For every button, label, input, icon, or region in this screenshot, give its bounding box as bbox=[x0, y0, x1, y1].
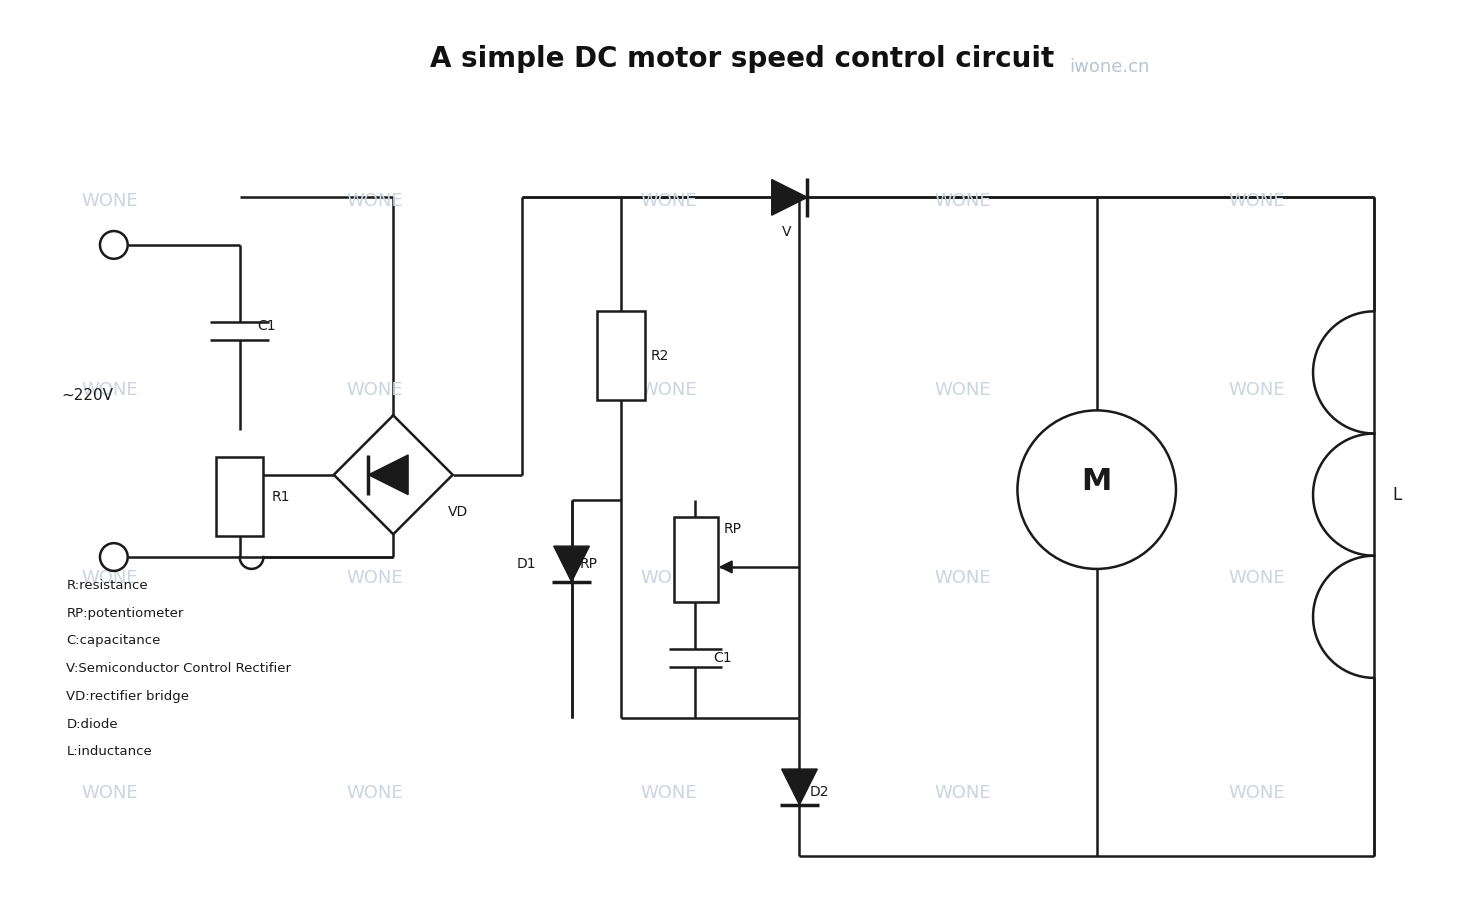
Polygon shape bbox=[368, 455, 408, 495]
Text: C:capacitance: C:capacitance bbox=[67, 634, 160, 647]
Polygon shape bbox=[720, 561, 732, 573]
Text: WONE: WONE bbox=[346, 193, 402, 211]
Text: L: L bbox=[1392, 486, 1401, 503]
Text: WONE: WONE bbox=[1229, 381, 1285, 399]
Text: WONE: WONE bbox=[640, 569, 697, 587]
Text: RP: RP bbox=[580, 557, 598, 571]
Text: D1: D1 bbox=[516, 557, 537, 571]
Text: WONE: WONE bbox=[935, 193, 991, 211]
Text: WONE: WONE bbox=[1229, 785, 1285, 802]
Text: R:resistance: R:resistance bbox=[67, 579, 148, 592]
Text: R1: R1 bbox=[272, 490, 289, 503]
Text: WONE: WONE bbox=[1229, 569, 1285, 587]
Text: iwone.cn: iwone.cn bbox=[1070, 58, 1150, 76]
Text: C1: C1 bbox=[258, 319, 276, 333]
Text: C1: C1 bbox=[714, 651, 732, 665]
Text: D:diode: D:diode bbox=[67, 718, 117, 730]
Text: WONE: WONE bbox=[640, 193, 697, 211]
Text: VD:rectifier bridge: VD:rectifier bridge bbox=[67, 690, 190, 703]
Text: RP:potentiometer: RP:potentiometer bbox=[67, 606, 184, 620]
Polygon shape bbox=[554, 546, 589, 582]
Text: WONE: WONE bbox=[1229, 193, 1285, 211]
Text: WONE: WONE bbox=[346, 785, 402, 802]
Text: WONE: WONE bbox=[82, 193, 138, 211]
Polygon shape bbox=[782, 769, 818, 805]
Bar bbox=[674, 518, 718, 602]
Circle shape bbox=[99, 543, 128, 571]
Bar bbox=[598, 311, 646, 401]
Circle shape bbox=[1018, 410, 1175, 569]
Text: ~220V: ~220V bbox=[61, 388, 113, 403]
Text: WONE: WONE bbox=[935, 381, 991, 399]
Text: VD: VD bbox=[448, 504, 467, 519]
Text: A simple DC motor speed control circuit: A simple DC motor speed control circuit bbox=[430, 44, 1054, 72]
Bar bbox=[215, 457, 264, 537]
Text: RP: RP bbox=[723, 522, 741, 537]
Text: L:inductance: L:inductance bbox=[67, 746, 151, 758]
Text: WONE: WONE bbox=[640, 785, 697, 802]
Text: WONE: WONE bbox=[935, 569, 991, 587]
Text: WONE: WONE bbox=[935, 785, 991, 802]
Text: WONE: WONE bbox=[346, 381, 402, 399]
Circle shape bbox=[99, 231, 128, 259]
Text: WONE: WONE bbox=[346, 569, 402, 587]
Polygon shape bbox=[772, 179, 807, 215]
Text: WONE: WONE bbox=[82, 785, 138, 802]
Text: D2: D2 bbox=[809, 785, 830, 799]
Text: WONE: WONE bbox=[82, 381, 138, 399]
Text: M: M bbox=[1082, 467, 1112, 496]
Text: V:Semiconductor Control Rectifier: V:Semiconductor Control Rectifier bbox=[67, 662, 291, 675]
Text: R2: R2 bbox=[651, 349, 669, 363]
Text: WONE: WONE bbox=[640, 381, 697, 399]
Text: V: V bbox=[782, 225, 791, 239]
Text: WONE: WONE bbox=[82, 569, 138, 587]
